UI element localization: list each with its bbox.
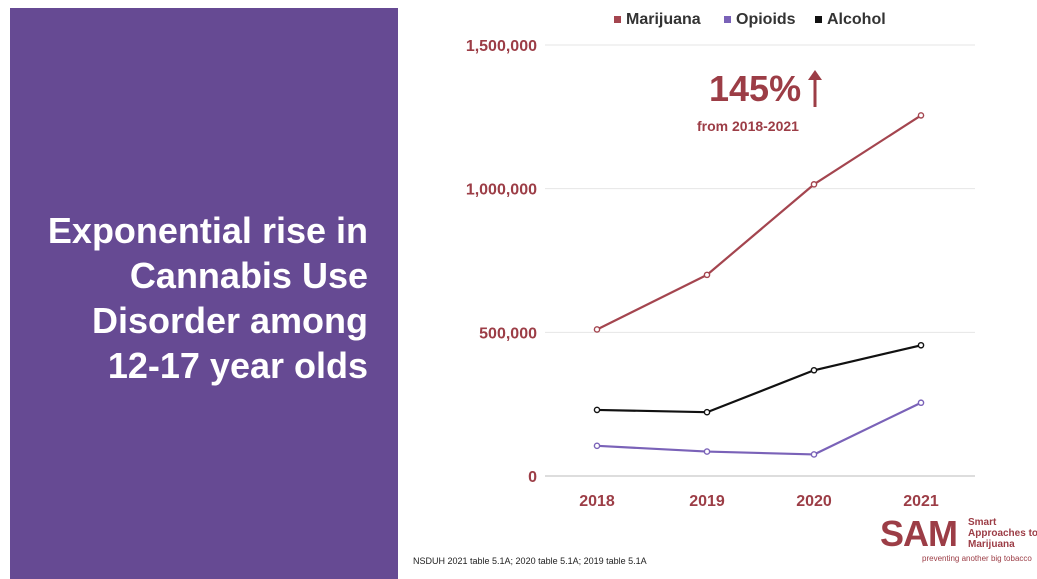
legend-item-marijuana: Marijuana: [614, 11, 701, 28]
data-point-alcohol: [917, 341, 925, 349]
headline-line-1: Exponential rise in: [47, 210, 368, 251]
legend-item-opioids: Opioids: [724, 11, 796, 28]
data-point-marijuana: [917, 112, 925, 119]
sam-logo: SAM Smart Approaches to Marijuana preven…: [880, 513, 1037, 564]
legend-label: Marijuana: [626, 11, 701, 28]
x-tick-label: 2020: [796, 493, 832, 510]
legend-swatch: [614, 16, 621, 23]
y-tick-label: 1,500,000: [466, 38, 537, 55]
logo-line-3: Marijuana: [968, 539, 1015, 550]
logo-mark: SAM: [880, 513, 958, 554]
headline: Exponential rise in Cannabis Use Disorde…: [8, 208, 368, 388]
up-arrow-icon: [808, 70, 822, 107]
legend-label: Alcohol: [827, 11, 886, 28]
data-point-marijuana: [703, 271, 711, 279]
logo-line-1: Smart: [968, 517, 997, 528]
series-lines: [593, 112, 925, 458]
legend-swatch: [724, 16, 731, 23]
growth-callout: 145% from 2018-2021: [697, 68, 822, 134]
data-point-opioids: [593, 442, 601, 450]
y-tick-label: 0: [528, 469, 537, 486]
callout-subtext: from 2018-2021: [697, 118, 799, 134]
title-panel: Exponential rise in Cannabis Use Disorde…: [10, 8, 398, 579]
logo-line-2: Approaches to: [968, 528, 1037, 539]
grid-lines: [545, 44, 975, 477]
legend-item-alcohol: Alcohol: [815, 11, 886, 28]
headline-line-2: Cannabis Use: [129, 255, 368, 296]
callout-percent: 145%: [709, 68, 801, 109]
y-tick-label: 1,000,000: [466, 182, 537, 199]
x-axis-ticks: 2018 2019 2020 2021: [579, 493, 939, 510]
legend-label: Opioids: [736, 11, 796, 28]
legend: Marijuana Opioids Alcohol: [614, 11, 886, 28]
x-tick-label: 2021: [903, 493, 939, 510]
data-point-opioids: [703, 448, 711, 455]
y-axis-ticks: 0 500,000 1,000,000 1,500,000: [466, 38, 537, 486]
data-point-marijuana: [593, 326, 601, 333]
data-point-alcohol: [810, 366, 818, 374]
x-tick-label: 2018: [579, 493, 615, 510]
data-point-opioids: [810, 451, 818, 458]
legend-swatch: [815, 16, 822, 23]
logo-tagline: preventing another big tobacco: [922, 554, 1032, 563]
headline-line-4: 12-17 year olds: [107, 345, 368, 386]
series-line-opioids: [596, 401, 922, 456]
series-line-alcohol: [596, 344, 922, 414]
data-point-alcohol: [703, 408, 711, 416]
x-tick-label: 2019: [689, 493, 725, 510]
headline-line-3: Disorder among: [91, 300, 368, 341]
series-line-marijuana: [596, 114, 922, 331]
data-point-alcohol: [593, 406, 601, 414]
data-point-opioids: [917, 399, 925, 407]
source-note: NSDUH 2021 table 5.1A; 2020 table 5.1A; …: [413, 556, 647, 566]
logo-text: Smart Approaches to Marijuana: [968, 517, 1037, 550]
y-tick-label: 500,000: [479, 325, 537, 342]
data-point-marijuana: [810, 181, 818, 188]
